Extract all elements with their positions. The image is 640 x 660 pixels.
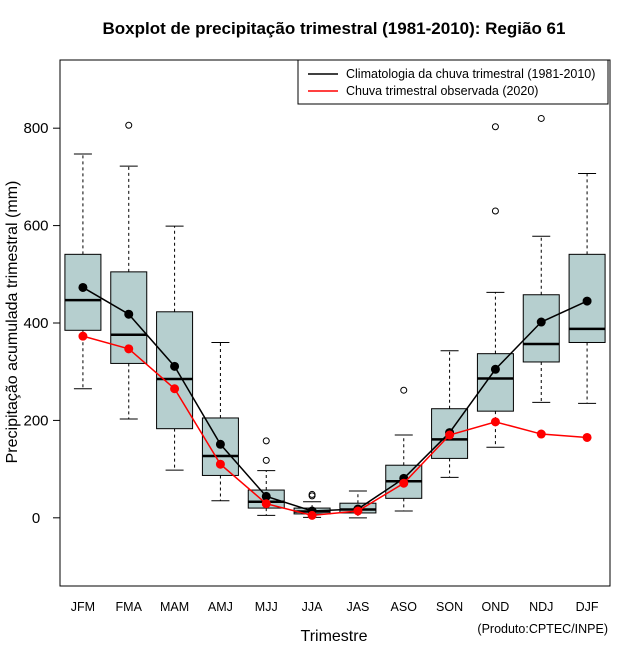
y-tick-label-600: 600 [23, 218, 48, 235]
box-djf [568, 172, 606, 404]
legend-label-climatology: Climatologia da chuva trimestral (1981-2… [346, 67, 595, 81]
series-point-climatology-jfm [78, 282, 88, 292]
y-tick-label-800: 800 [23, 120, 48, 137]
x-tick-label-ond: OND [482, 600, 510, 614]
x-tick-label-jas: JAS [346, 600, 369, 614]
x-axis: JFM FMA MAM AMJ MJJ JJA JAS ASO SON OND NDJ DJF [71, 600, 599, 614]
y-tick-label-400: 400 [23, 315, 48, 332]
box-ond [476, 123, 514, 448]
y-tick-label-200: 200 [23, 412, 48, 429]
outlier-point [262, 456, 270, 464]
outlier-point [125, 121, 133, 129]
series-point-observed-son [445, 430, 455, 440]
series-point-climatology-djf [582, 296, 592, 306]
y-tick-label-0: 0 [32, 510, 40, 527]
box-aso [385, 386, 423, 512]
chart-title: Boxplot de precipitação trimestral (1981… [103, 19, 566, 38]
outlier-point [262, 437, 270, 445]
series-point-observed-mam [170, 384, 180, 394]
series-point-climatology-mjj [261, 491, 271, 501]
iqr-box [476, 353, 514, 412]
box-jfm [64, 153, 102, 390]
x-tick-label-mjj: MJJ [255, 600, 278, 614]
series-point-observed-djf [582, 432, 592, 442]
x-tick-label-djf: DJF [576, 600, 599, 614]
outlier-point [400, 386, 408, 394]
box-fma [110, 121, 148, 420]
y-axis-label: Precipitação acumulada trimestral (mm) [4, 181, 21, 464]
series-point-observed-jas [353, 506, 363, 516]
iqr-box [522, 294, 560, 363]
series-point-climatology-ndj [536, 317, 546, 327]
x-tick-label-mam: MAM [160, 600, 189, 614]
series-point-observed-ond [490, 417, 500, 427]
series-point-climatology-amj [215, 439, 225, 449]
box-mam [156, 225, 194, 471]
legend-box [297, 59, 609, 105]
y-axis: 0 200 400 600 800 [23, 120, 60, 527]
boxes-group [64, 114, 606, 519]
x-tick-label-ndj: NDJ [529, 600, 553, 614]
series-point-climatology-fma [124, 309, 134, 319]
series-lines [78, 282, 592, 520]
series-point-observed-aso [399, 478, 409, 488]
outlier-point [491, 207, 499, 215]
series-line-observed [82, 335, 588, 517]
x-tick-label-aso: ASO [391, 600, 418, 614]
x-axis-label: Trimestre [301, 628, 368, 645]
series-point-climatology-ond [490, 364, 500, 374]
series-point-observed-ndj [536, 429, 546, 439]
x-tick-label-amj: AMJ [208, 600, 233, 614]
x-tick-label-son: SON [436, 600, 463, 614]
outlier-point [308, 490, 316, 498]
outlier-point [537, 114, 545, 122]
series-point-observed-jfm [78, 331, 88, 341]
outlier-point [491, 123, 499, 131]
series-point-climatology-mam [170, 361, 180, 371]
x-tick-label-jja: JJA [302, 600, 324, 614]
series-point-observed-jja [307, 510, 317, 520]
iqr-box [64, 253, 102, 331]
box-ndj [522, 114, 560, 403]
series-point-observed-mjj [261, 499, 271, 509]
legend: Climatologia da chuva trimestral (1981-2… [297, 59, 609, 105]
series-point-observed-fma [124, 344, 134, 354]
series-point-observed-amj [215, 459, 225, 469]
credit-text: (Produto:CPTEC/INPE) [477, 622, 608, 636]
series-line-climatology [82, 286, 588, 512]
x-tick-label-jfm: JFM [71, 600, 95, 614]
legend-label-observed: Chuva trimestral observada (2020) [346, 84, 538, 98]
x-tick-label-fma: FMA [116, 600, 143, 614]
